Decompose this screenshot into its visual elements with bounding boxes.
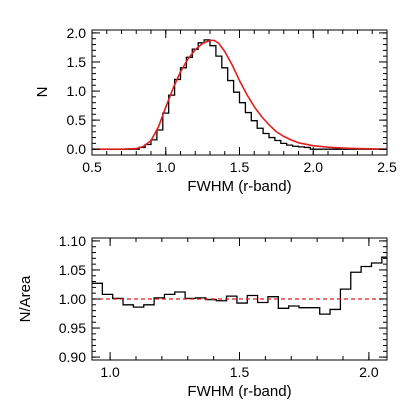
bottom-y-tick-label: 0.95 <box>59 320 86 336</box>
bottom-plot-frame <box>91 237 388 361</box>
bottom-y-axis-label: N/Area <box>17 275 34 322</box>
bottom-histogram-steps <box>92 256 387 315</box>
top-x-axis-label: FWHM (r-band) <box>187 178 291 195</box>
top-x-tick-label: 0.5 <box>82 159 102 175</box>
bottom-y-tick-label: 1.10 <box>59 233 86 249</box>
bottom-series-group <box>92 256 387 315</box>
top-y-tick-label: 0.5 <box>67 112 87 128</box>
bottom-plot-data <box>92 256 387 315</box>
top-plot-data <box>92 39 387 150</box>
top-y-axis-label: N <box>34 87 51 98</box>
bottom-x-tick-label: 1.5 <box>230 364 250 380</box>
top-y-tick-label: 1.5 <box>67 54 87 70</box>
bottom-axis-ticks: 1.0 1.5 2.0 0.90 0.95 1.00 1.05 1.10 <box>59 233 387 380</box>
top-y-tick-label: 0.0 <box>67 141 87 157</box>
top-y-tick-label: 2.0 <box>67 25 87 41</box>
top-model-curve <box>92 39 387 150</box>
top-x-tick-label: 2.0 <box>304 159 324 175</box>
bottom-y-tick-label: 1.05 <box>59 262 86 278</box>
top-histogram-steps <box>92 39 387 150</box>
top-plot-frame <box>91 29 388 156</box>
bottom-x-tick-label: 1.0 <box>100 364 120 380</box>
top-panel-distribution: 0.5 1.0 1.5 2.0 2.5 0.0 0.5 1.0 1.5 2.0 FWHM (r-b… <box>34 25 397 195</box>
bottom-x-axis-label: FWHM (r-band) <box>187 383 291 400</box>
top-series-group <box>92 39 387 150</box>
top-x-tick-label: 1.5 <box>230 159 250 175</box>
top-y-tick-label: 1.0 <box>67 83 87 99</box>
bottom-y-tick-label: 0.90 <box>59 349 86 365</box>
top-x-tick-label: 1.0 <box>156 159 176 175</box>
bottom-y-tick-label: 1.00 <box>59 291 86 307</box>
bottom-x-tick-label: 2.0 <box>359 364 379 380</box>
bottom-panel-ratio: 1.0 1.5 2.0 0.90 0.95 1.00 1.05 1.10 FWHM (r-ba… <box>17 233 388 400</box>
top-axis-ticks: 0.5 1.0 1.5 2.0 2.5 0.0 0.5 1.0 1.5 2.0 <box>67 25 397 175</box>
top-x-tick-label: 2.5 <box>377 159 397 175</box>
